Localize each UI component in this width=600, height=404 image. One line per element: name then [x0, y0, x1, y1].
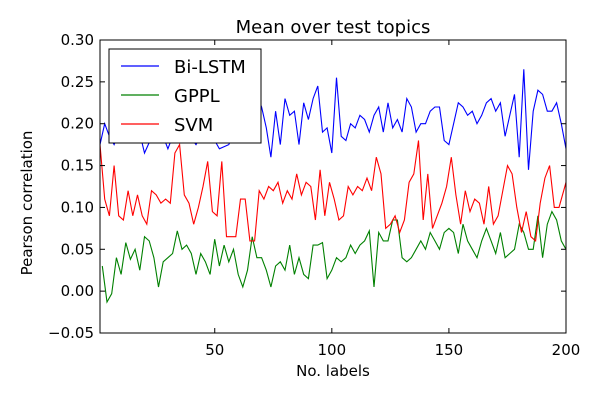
legend-label-bi-lstm: Bi-LSTM	[174, 57, 246, 78]
y-tick-label: 0.05	[61, 240, 94, 258]
plot-area-frame	[99, 39, 567, 334]
y-tick-label: 0.00	[61, 282, 94, 300]
y-tick-label: 0.10	[61, 198, 94, 216]
legend-label-gppl: GPPL	[174, 86, 220, 107]
y-tick-label: 0.20	[61, 115, 94, 133]
y-axis-label: Pearson correlation	[18, 131, 36, 276]
x-tick-label: 200	[552, 341, 581, 359]
x-axis-label: No. labels	[296, 362, 370, 380]
series-line-svm	[99, 140, 567, 243]
legend-label-svm: SVM	[174, 115, 213, 136]
x-tick-label: 150	[435, 341, 464, 359]
y-tick-label: 0.25	[61, 73, 94, 91]
x-tick-label: 50	[205, 341, 224, 359]
y-tick-label: 0.30	[61, 31, 94, 49]
chart-title: Mean over test topics	[236, 17, 431, 38]
legend: Bi-LSTM GPPL SVM	[108, 48, 262, 144]
y-tick-label: 0.15	[61, 157, 94, 175]
series-line-gppl	[101, 210, 567, 304]
x-tick-label: 100	[318, 341, 347, 359]
axes-layer: −0.05 0.00 0.05 0.10 0.15 0.20 0.25 0.30 50 100 15…	[48, 31, 580, 359]
legend-frame	[108, 48, 262, 144]
y-tick-label: −0.05	[48, 324, 94, 342]
